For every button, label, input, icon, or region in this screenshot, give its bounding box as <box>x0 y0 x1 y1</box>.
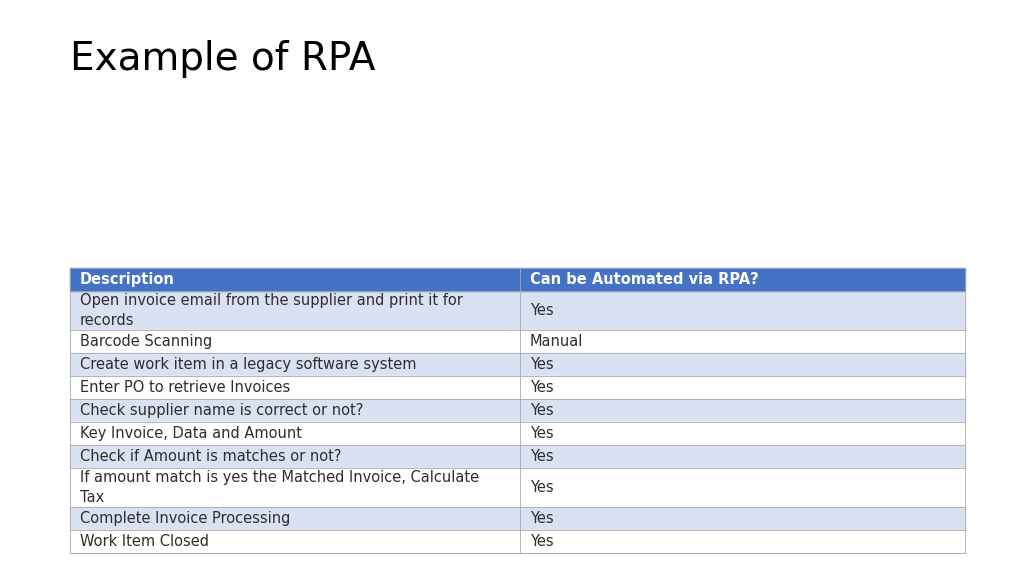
Bar <box>70 291 520 330</box>
Bar <box>70 530 520 553</box>
Bar <box>520 530 965 553</box>
Bar <box>520 330 965 353</box>
Text: Enter PO to retrieve Invoices: Enter PO to retrieve Invoices <box>80 380 290 395</box>
Bar <box>520 399 965 422</box>
Bar <box>70 330 520 353</box>
Text: Check if Amount is matches or not?: Check if Amount is matches or not? <box>80 449 341 464</box>
Bar <box>70 445 520 468</box>
Text: If amount match is yes the Matched Invoice, Calculate
Tax: If amount match is yes the Matched Invoi… <box>80 470 479 505</box>
Text: Yes: Yes <box>530 403 554 418</box>
Text: Can be Automated via RPA?: Can be Automated via RPA? <box>530 272 759 287</box>
Text: Yes: Yes <box>530 511 554 526</box>
Text: Yes: Yes <box>530 534 554 549</box>
Text: Complete Invoice Processing: Complete Invoice Processing <box>80 511 290 526</box>
Bar <box>520 376 965 399</box>
Text: Example of RPA: Example of RPA <box>70 40 375 78</box>
Text: Yes: Yes <box>530 426 554 441</box>
Bar <box>70 353 520 376</box>
Bar <box>520 445 965 468</box>
Bar <box>520 291 965 330</box>
Text: Work Item Closed: Work Item Closed <box>80 534 209 549</box>
Text: Yes: Yes <box>530 357 554 372</box>
Bar <box>520 353 965 376</box>
Bar <box>520 268 965 291</box>
Text: Yes: Yes <box>530 380 554 395</box>
Bar <box>70 422 520 445</box>
Bar <box>70 507 520 530</box>
Text: Description: Description <box>80 272 175 287</box>
Text: Check supplier name is correct or not?: Check supplier name is correct or not? <box>80 403 364 418</box>
Text: Barcode Scanning: Barcode Scanning <box>80 334 212 349</box>
Text: Yes: Yes <box>530 303 554 318</box>
Text: Yes: Yes <box>530 480 554 495</box>
Bar <box>520 507 965 530</box>
Bar <box>520 422 965 445</box>
Bar <box>70 376 520 399</box>
Bar <box>520 468 965 507</box>
Text: Open invoice email from the supplier and print it for
records: Open invoice email from the supplier and… <box>80 293 463 328</box>
Text: Create work item in a legacy software system: Create work item in a legacy software sy… <box>80 357 417 372</box>
Text: Key Invoice, Data and Amount: Key Invoice, Data and Amount <box>80 426 302 441</box>
Text: Yes: Yes <box>530 449 554 464</box>
Bar <box>70 468 520 507</box>
Bar <box>70 399 520 422</box>
Text: Manual: Manual <box>530 334 584 349</box>
Bar <box>70 268 520 291</box>
